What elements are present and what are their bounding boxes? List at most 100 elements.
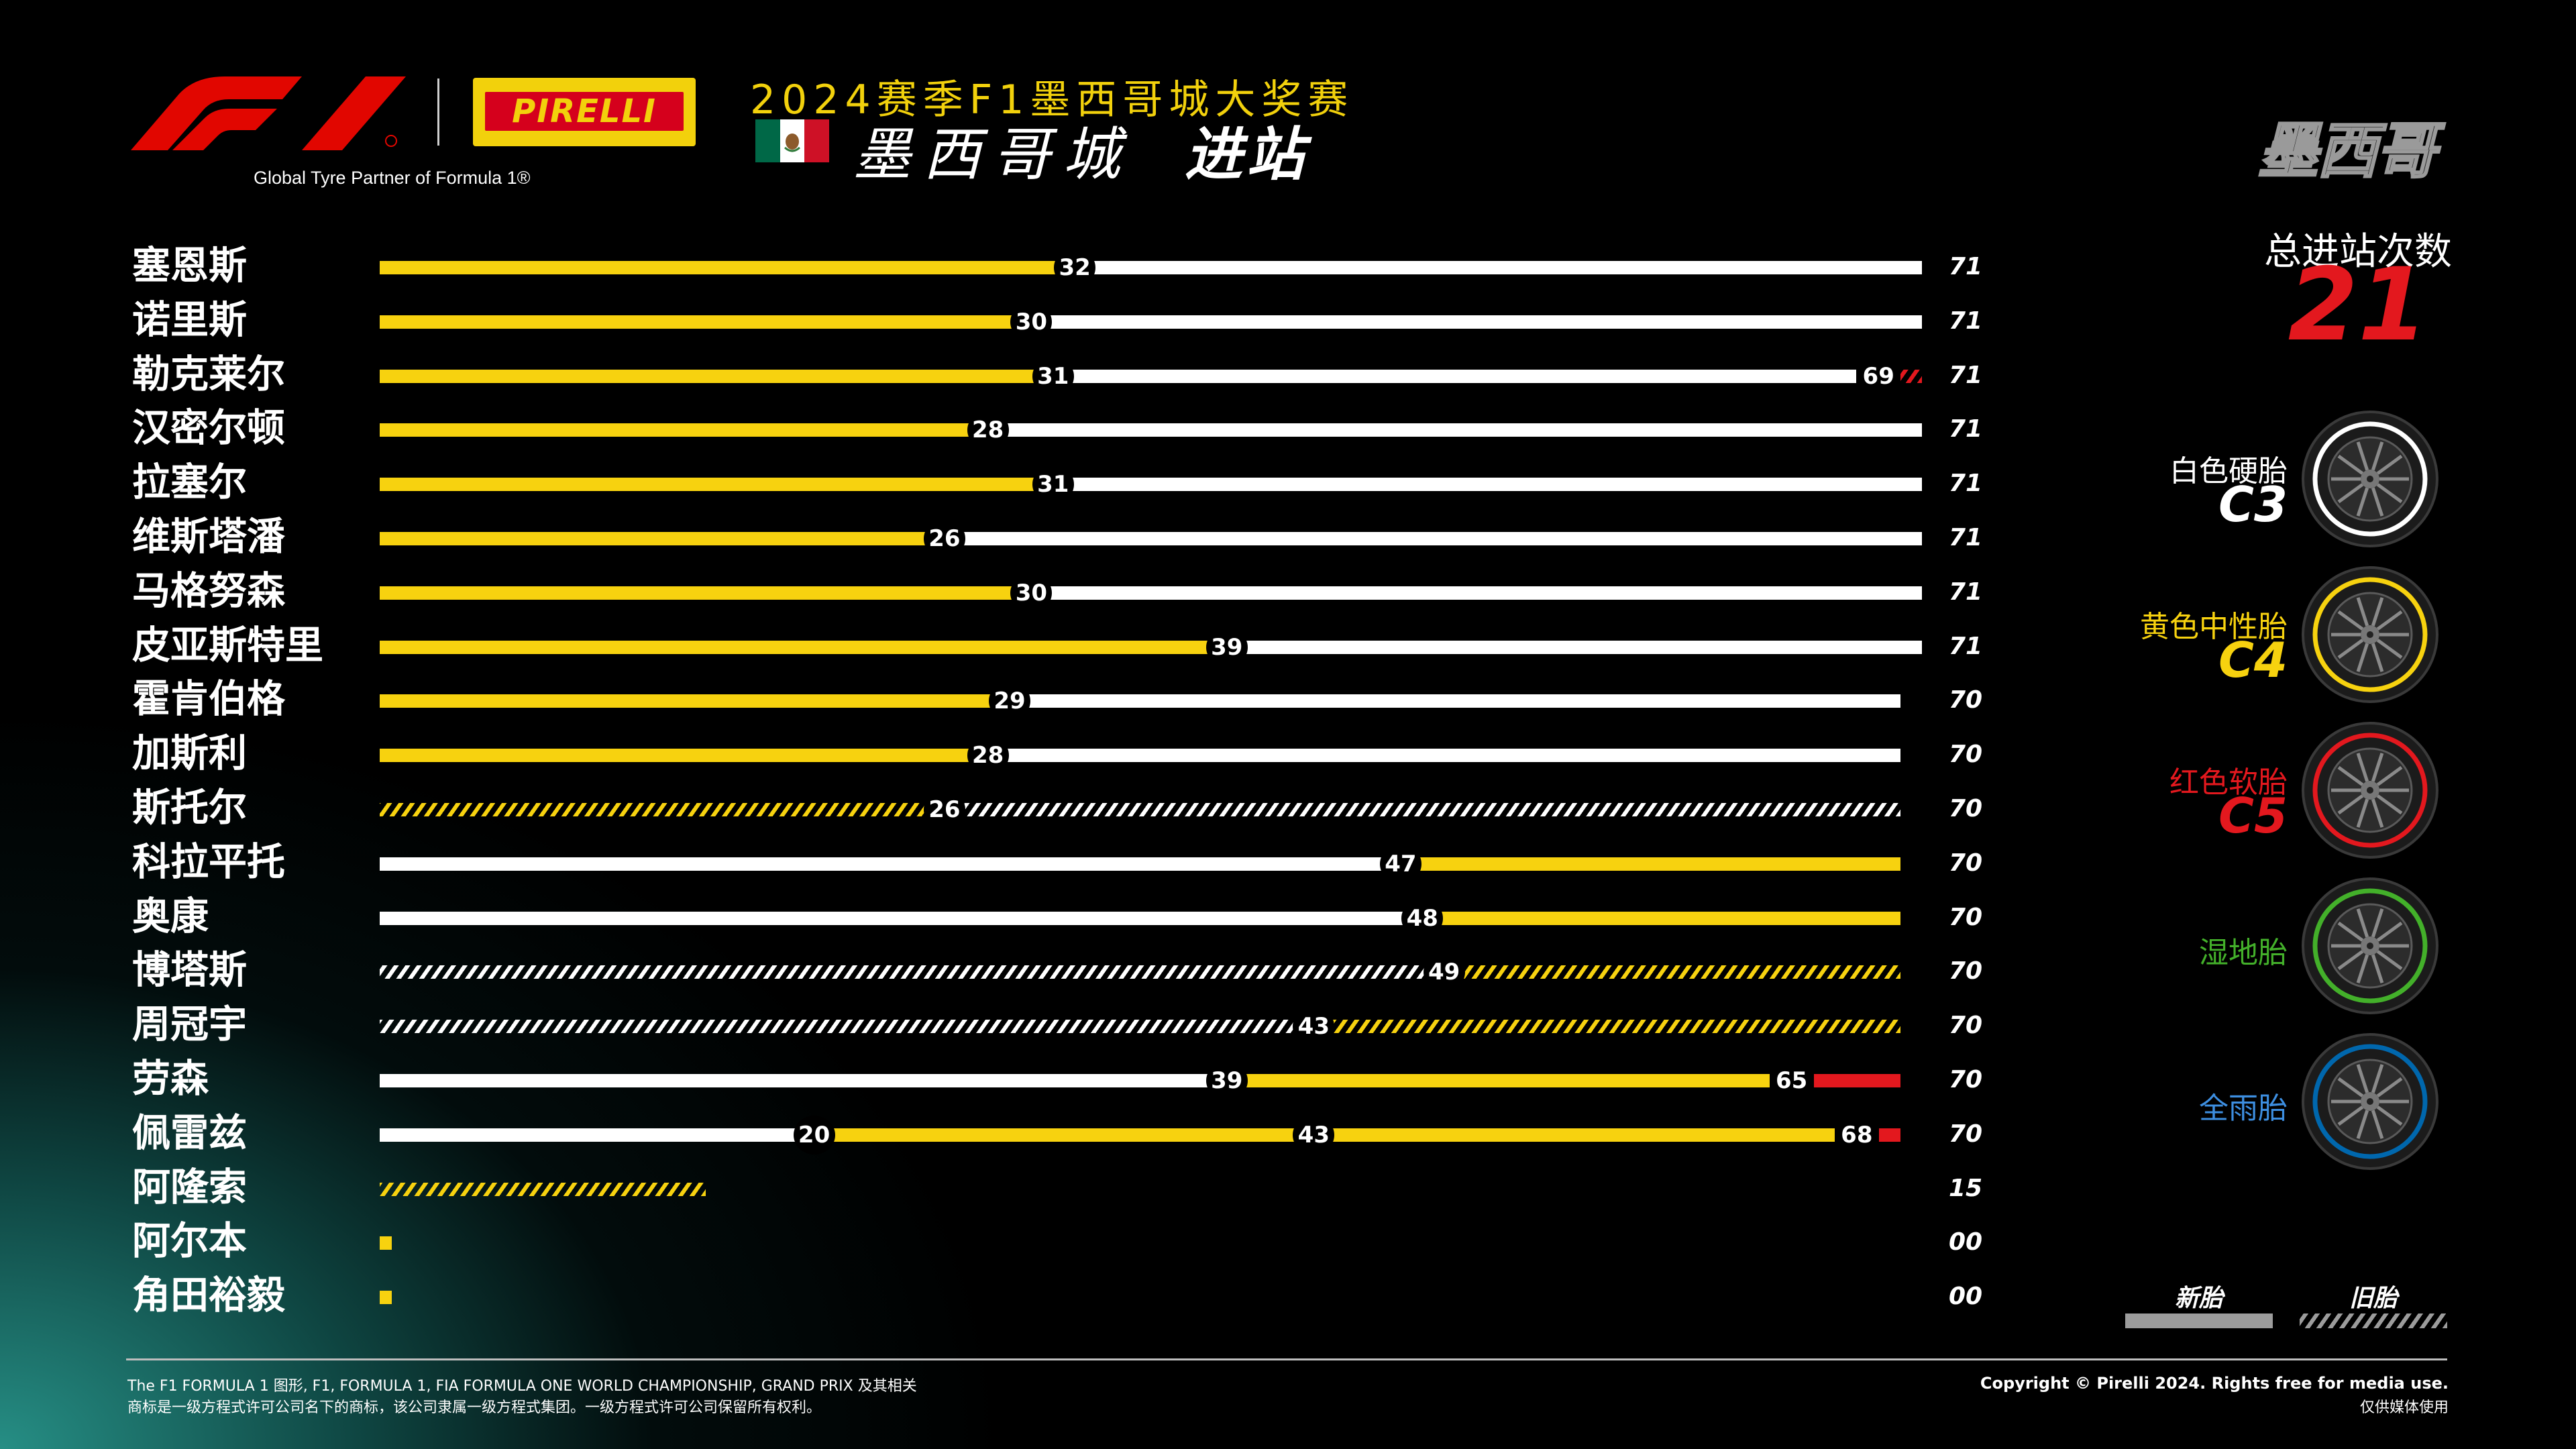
legend-compound-label: 湿地胎 bbox=[2199, 936, 2288, 970]
driver-row: 角田裕毅 00 bbox=[0, 1269, 2012, 1323]
city-name: 墨西哥城 bbox=[853, 121, 1132, 189]
stint-bar bbox=[380, 857, 1401, 871]
driver-name: 拉塞尔 bbox=[132, 460, 247, 505]
stint-bar bbox=[380, 1291, 392, 1305]
stint-bar bbox=[987, 749, 1900, 763]
stint-bar bbox=[1053, 369, 1879, 383]
pit-stop-lap-label: 68 bbox=[1834, 1120, 1879, 1149]
total-laps-label: 70 bbox=[1949, 1066, 1983, 1093]
mexico-flag-icon bbox=[755, 119, 829, 162]
total-laps-label: 70 bbox=[1949, 1120, 1983, 1148]
stint-bar bbox=[380, 1020, 1314, 1034]
stint-bar bbox=[987, 423, 1922, 437]
stint-bar bbox=[1031, 315, 1922, 329]
total-laps-label: 70 bbox=[1949, 957, 1983, 985]
intermediate-tyre-icon bbox=[2302, 877, 2438, 1014]
driver-name: 阿隆索 bbox=[132, 1165, 247, 1210]
legend-compound-code: C5 bbox=[2218, 788, 2288, 844]
driver-row: 诺里斯 30 71 bbox=[0, 293, 2012, 347]
total-laps-label: 71 bbox=[1949, 361, 1983, 389]
footer-divider bbox=[126, 1358, 2447, 1360]
total-stops-label: 总进站次数 bbox=[2264, 230, 2452, 274]
pit-stop-lap-label: 26 bbox=[923, 790, 965, 829]
pit-stop-lap-label: 31 bbox=[1032, 356, 1074, 396]
driver-row: 佩雷兹 20 43 68 70 bbox=[0, 1106, 2012, 1161]
driver-row: 劳森 39 65 70 bbox=[0, 1052, 2012, 1106]
pit-stop-chart: 塞恩斯 32 71 诺里斯 30 71 勒克莱尔 31 69 71 汉密尔顿 28 71 拉塞尔 31 71 维… bbox=[0, 239, 2012, 1323]
stint-bar bbox=[944, 803, 1900, 816]
driver-name: 奥康 bbox=[132, 894, 209, 938]
stint-bar bbox=[1313, 1020, 1900, 1034]
driver-row: 塞恩斯 32 71 bbox=[0, 239, 2012, 293]
total-stops-value: 21 bbox=[2288, 247, 2428, 364]
footer-legal-text-2: 商标是一级方程式许可公司名下的商标，该公司隶属一级方程式集团。一级方程式许可公司… bbox=[127, 1399, 822, 1416]
driver-name: 科拉平托 bbox=[132, 839, 285, 884]
stint-bar bbox=[380, 803, 945, 816]
stint-bar bbox=[380, 532, 945, 545]
stint-bar bbox=[380, 1236, 392, 1250]
stint-bar bbox=[1791, 1074, 1900, 1087]
stint-bar bbox=[1226, 640, 1922, 654]
stint-bar bbox=[1422, 911, 1900, 925]
driver-row: 阿隆索 15 bbox=[0, 1161, 2012, 1215]
medium-tyre-icon bbox=[2302, 566, 2438, 703]
legend-compound-code: C4 bbox=[2218, 632, 2288, 688]
legend-item: 白色硬胎 C3 bbox=[2080, 405, 2455, 553]
legend-compound-label: 黄色中性胎 bbox=[2140, 610, 2288, 644]
driver-name: 角田裕毅 bbox=[132, 1273, 285, 1318]
pit-stop-lap-label: 32 bbox=[1054, 248, 1096, 287]
stint-bar bbox=[1031, 586, 1922, 600]
legend-compound-label: 红色软胎 bbox=[2169, 765, 2288, 800]
total-laps-label: 70 bbox=[1949, 1012, 1983, 1040]
total-laps-label: 71 bbox=[1949, 524, 1983, 551]
total-laps-label: 71 bbox=[1949, 632, 1983, 660]
stint-bar bbox=[380, 1074, 1227, 1087]
stint-bar bbox=[380, 261, 1075, 274]
total-laps-label: 71 bbox=[1949, 470, 1983, 498]
driver-row: 科拉平托 47 70 bbox=[0, 835, 2012, 890]
stint-bar bbox=[1010, 694, 1900, 708]
driver-row: 博塔斯 49 70 bbox=[0, 943, 2012, 998]
total-laps-label: 70 bbox=[1949, 849, 1983, 877]
pirelli-logo: PIRELLI bbox=[473, 78, 696, 146]
legend-item: 黄色中性胎 C4 bbox=[2080, 561, 2455, 708]
pit-stop-lap-label: 39 bbox=[1205, 1061, 1248, 1100]
legend-compound-label: 全雨胎 bbox=[2199, 1091, 2288, 1126]
wet-tyre-icon bbox=[2302, 1033, 2438, 1170]
stint-bar bbox=[380, 1182, 706, 1196]
pirelli-wordmark: PIRELLI bbox=[512, 93, 657, 130]
driver-row: 加斯利 28 70 bbox=[0, 727, 2012, 781]
driver-row: 周冠宇 43 70 bbox=[0, 998, 2012, 1052]
total-laps-label: 70 bbox=[1949, 903, 1983, 931]
stint-bar bbox=[380, 315, 1032, 329]
pit-stop-lap-label: 28 bbox=[967, 411, 1009, 450]
total-laps-label: 71 bbox=[1949, 307, 1983, 335]
new-tyre-label: 新胎 bbox=[2174, 1285, 2223, 1312]
driver-row: 勒克莱尔 31 69 71 bbox=[0, 347, 2012, 402]
stint-bar bbox=[380, 1128, 814, 1142]
driver-row: 维斯塔潘 26 71 bbox=[0, 510, 2012, 564]
driver-row: 阿尔本 00 bbox=[0, 1214, 2012, 1269]
driver-name: 塞恩斯 bbox=[132, 244, 247, 288]
total-laps-label: 70 bbox=[1949, 741, 1983, 769]
legend-item: 全雨胎 bbox=[2080, 1028, 2455, 1175]
stint-bar bbox=[1053, 478, 1922, 492]
pit-stop-lap-label: 28 bbox=[967, 736, 1009, 775]
driver-row: 奥康 48 70 bbox=[0, 890, 2012, 944]
stint-bar bbox=[1075, 261, 1922, 274]
hard-tyre-icon bbox=[2302, 411, 2438, 547]
driver-row: 皮亚斯特里 39 71 bbox=[0, 619, 2012, 673]
partner-text: Global Tyre Partner of Formula 1® bbox=[254, 168, 531, 188]
driver-name: 周冠宇 bbox=[132, 1002, 247, 1047]
stint-bar bbox=[380, 423, 988, 437]
driver-name: 汉密尔顿 bbox=[132, 406, 285, 451]
stint-bar bbox=[380, 640, 1227, 654]
legend-compound-code: C3 bbox=[2218, 476, 2288, 533]
country-badge: 墨西哥 bbox=[2257, 115, 2438, 188]
total-laps-label: 70 bbox=[1949, 795, 1983, 822]
driver-name: 维斯塔潘 bbox=[132, 515, 285, 559]
stint-bar bbox=[1444, 965, 1900, 979]
driver-name: 马格努森 bbox=[132, 568, 285, 613]
pit-stop-lap-label: 20 bbox=[793, 1115, 835, 1155]
driver-name: 斯托尔 bbox=[132, 786, 247, 830]
